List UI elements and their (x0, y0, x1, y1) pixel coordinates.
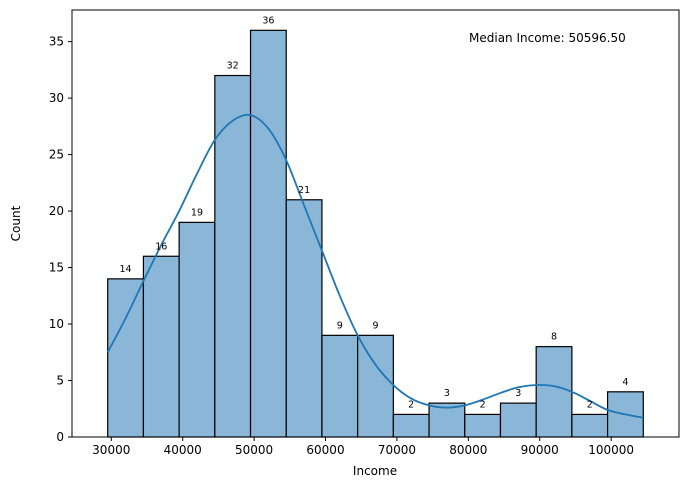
bar-value-label: 36 (262, 15, 274, 26)
x-tick-label: 90000 (521, 443, 559, 457)
bar (571, 413, 609, 438)
bar-value-label: 4 (622, 377, 628, 388)
bar-value-label: 2 (587, 399, 593, 410)
y-tick-label: 30 (49, 91, 64, 105)
x-tick-label: 100000 (588, 443, 634, 457)
bar-value-label: 9 (372, 320, 378, 331)
x-tick-label: 70000 (378, 443, 416, 457)
y-tick-label: 35 (49, 35, 64, 49)
x-tick-label: 40000 (164, 443, 202, 457)
x-axis: 30000 40000 50000 60000 70000 80000 90000 10000… (92, 437, 634, 457)
plot-frame (71, 9, 680, 438)
y-tick-label: 15 (49, 261, 64, 275)
bar (499, 402, 537, 438)
x-tick-label: 80000 (449, 443, 487, 457)
y-tick-label: 5 (56, 374, 64, 388)
kde-line (106, 113, 644, 419)
x-tick-label: 60000 (306, 443, 344, 457)
bar-value-label: 3 (444, 388, 450, 399)
bar (249, 29, 287, 438)
bar-value-label: 2 (480, 399, 486, 410)
bar (464, 413, 502, 438)
bar-value-label: 2 (408, 399, 414, 410)
bar (107, 278, 145, 438)
bar-value-label: 21 (298, 185, 310, 196)
bar (214, 74, 252, 438)
bar (142, 255, 180, 438)
bar (285, 199, 323, 438)
y-tick-label: 10 (49, 317, 64, 331)
bar (178, 221, 216, 438)
bar (321, 334, 359, 438)
median-annotation: Median Income: 50596.50 (469, 31, 626, 45)
y-tick-label: 20 (49, 204, 64, 218)
bar (392, 413, 430, 438)
bar-value-label: 16 (155, 241, 167, 252)
bar (535, 346, 573, 438)
bar-value-label: 8 (551, 332, 557, 343)
y-tick-label: 25 (49, 148, 64, 162)
bar-value-label: 9 (337, 320, 343, 331)
x-axis-label: Income (353, 464, 397, 478)
y-axis-label: Count (9, 205, 23, 241)
bar-value-label: 3 (515, 388, 521, 399)
bars-group (107, 29, 644, 438)
x-tick-label: 50000 (235, 443, 273, 457)
bar-value-label: 19 (191, 207, 203, 218)
bar (357, 334, 394, 438)
y-tick-label: 0 (56, 430, 64, 444)
bar-value-label: 32 (227, 61, 239, 72)
bar-value-label: 14 (120, 264, 132, 275)
y-axis: 0 5 10 15 20 25 30 35 (49, 35, 72, 444)
x-tick-label: 30000 (92, 443, 130, 457)
